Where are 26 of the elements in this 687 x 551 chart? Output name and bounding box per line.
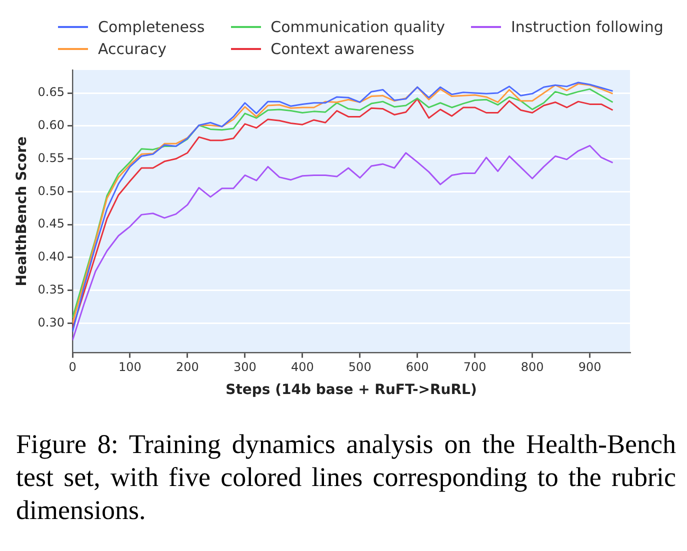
x-tick-label: 500 <box>348 360 372 374</box>
legend-label: Completeness <box>98 18 205 36</box>
y-tick-label: 0.60 <box>38 118 65 132</box>
x-tick-label: 800 <box>520 360 544 374</box>
y-tick-label: 0.55 <box>38 150 65 165</box>
legend-label: Context awareness <box>270 40 414 58</box>
x-tick-label: 200 <box>176 360 199 374</box>
legend-label: Instruction following <box>510 18 664 36</box>
x-tick-label: 400 <box>290 360 314 374</box>
x-tick-label: 700 <box>463 360 486 374</box>
x-axis-title: Steps (14b base + RuFT->RuRL) <box>226 382 477 398</box>
y-tick-label: 0.30 <box>38 315 65 330</box>
x-tick-label: 600 <box>406 360 429 374</box>
y-tick-label: 0.40 <box>38 250 65 264</box>
y-tick-label: 0.45 <box>38 216 65 231</box>
y-tick-label: 0.50 <box>38 184 65 198</box>
y-tick-label: 0.65 <box>38 85 65 100</box>
x-tick-label: 300 <box>233 360 256 374</box>
x-tick-label: 0 <box>68 360 76 374</box>
x-tick-label: 900 <box>578 360 602 374</box>
legend-label: Accuracy <box>98 40 166 58</box>
y-axis-title: HealthBench Score <box>14 136 30 286</box>
legend-label: Communication quality <box>270 18 445 36</box>
x-tick-label: 100 <box>118 360 142 374</box>
caption: Figure 8: Training dynamics analysis on the Health-Bench test set, with five colored lines corresponding to the rubric dimensions. <box>16 428 676 527</box>
y-tick-label: 0.35 <box>38 282 65 296</box>
